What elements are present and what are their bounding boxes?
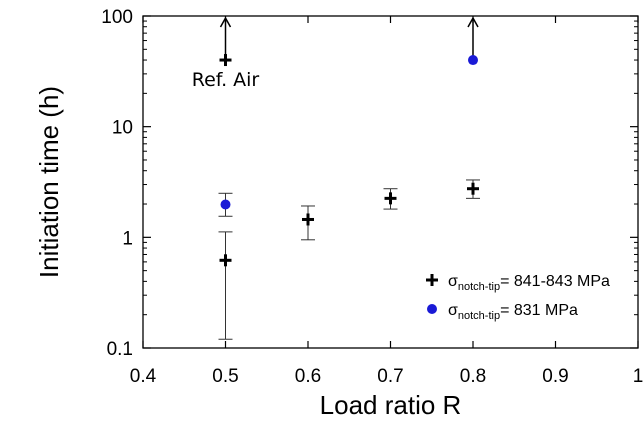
x-tick-label: 1: [633, 366, 643, 387]
legend-entry-blue-circle: σnotch-tip= 831 MPa: [427, 302, 578, 322]
data-point: [218, 231, 233, 340]
legend-sigma: σ: [448, 273, 458, 290]
y-tick-label: 1: [122, 228, 133, 249]
legend-entry-black-plus: σnotch-tip= 841-843 MPa: [426, 273, 610, 293]
data-point: [218, 192, 233, 217]
data-point: [383, 188, 398, 210]
y-tick-labels: 0.1 1 10 100: [101, 7, 133, 360]
y-axis-title: Initiation time (h): [34, 86, 64, 278]
arrow-head: [467, 16, 479, 28]
data-point: [466, 179, 480, 199]
y-tick-label: 10: [112, 118, 133, 139]
x-tick-label: 0.7: [377, 366, 403, 387]
legend-subscript: notch-tip: [458, 281, 500, 293]
x-axis-title: Load ratio R: [320, 390, 462, 420]
arrow-head: [219, 16, 232, 28]
x-tick-label: 0.6: [295, 366, 321, 387]
x-tick-label: 0.5: [212, 366, 238, 387]
circle-marker: [220, 199, 231, 210]
legend: σnotch-tip= 841-843 MPa σnotch-tip= 831 …: [426, 273, 610, 322]
data-point: [467, 16, 479, 66]
svg-text:σnotch-tip= 831 MPa: σnotch-tip= 831 MPa: [448, 302, 578, 322]
legend-plus-marker: [426, 274, 438, 286]
data-point: [219, 16, 232, 67]
ref-air-annotation: Ref. Air: [192, 69, 260, 91]
x-tick-label: 0.8: [460, 366, 486, 387]
x-tick-label: 0.4: [130, 366, 157, 387]
y-tick-label: 100: [101, 7, 133, 28]
legend-value: = 841-843 MPa: [500, 273, 610, 290]
legend-circle-marker: [427, 304, 437, 314]
legend-sigma: σ: [448, 302, 458, 319]
legend-value: = 831 MPa: [500, 302, 578, 319]
data-marks: [218, 16, 480, 340]
x-tick-labels: 0.4 0.5 0.6 0.7 0.8 0.9 1: [130, 366, 643, 387]
circle-marker: [468, 55, 478, 66]
axis-ticks: [142, 15, 639, 349]
svg-text:σnotch-tip= 841-843 MPa: σnotch-tip= 841-843 MPa: [448, 273, 610, 293]
plot-frame: [142, 15, 639, 349]
x-tick-label: 0.9: [542, 366, 568, 387]
legend-subscript: notch-tip: [458, 310, 500, 322]
y-tick-label: 0.1: [107, 339, 133, 360]
data-point: [301, 205, 315, 241]
